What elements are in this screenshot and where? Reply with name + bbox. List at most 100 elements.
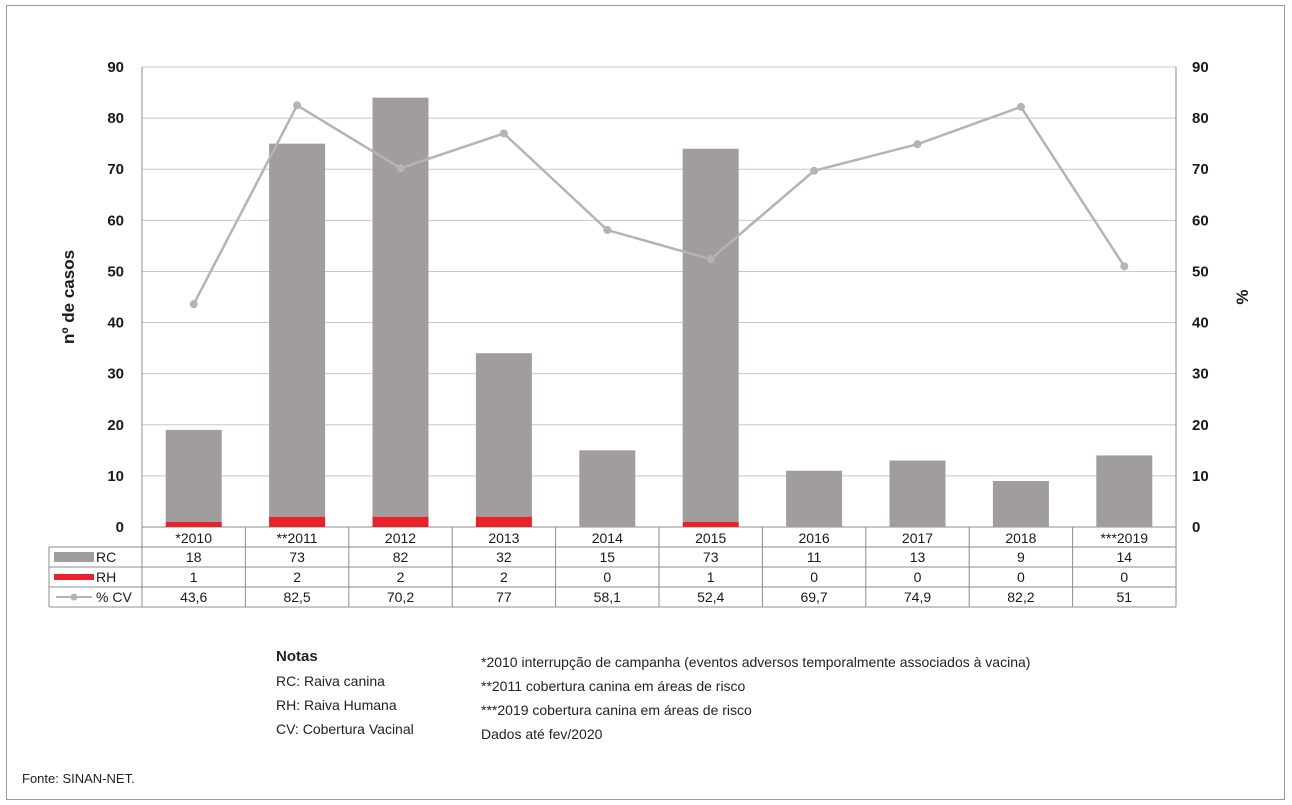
y-right-tick-label: 60 [1192, 212, 1209, 229]
source-note: Fonte: SINAN-NET. [22, 771, 135, 786]
data-label-rh: 0 [810, 569, 818, 585]
x-tick-label: 2015 [695, 530, 726, 546]
data-label-rh: 0 [914, 569, 922, 585]
bar-rc [269, 143, 326, 517]
point-cv [810, 166, 819, 175]
data-label-rc: 82 [393, 549, 409, 565]
footnote-2019: ***2019 cobertura canina em áreas de ris… [481, 702, 752, 718]
data-label-cv: 43,6 [180, 589, 207, 605]
data-label-rh: 2 [293, 569, 301, 585]
point-cv [293, 101, 302, 110]
data-label-rh: 2 [500, 569, 508, 585]
y-tick-label: 80 [107, 110, 124, 127]
line-cv [192, 103, 1126, 305]
data-label-rh: 1 [190, 569, 198, 585]
cases-coverage-chart: 01020304050607080900102030405060708090nº… [48, 59, 1252, 608]
y-right-tick-label: 90 [1192, 59, 1209, 76]
x-tick-label: 2018 [1005, 530, 1036, 546]
data-label-cv: 74,9 [904, 589, 931, 605]
y-tick-label: 60 [107, 212, 124, 229]
x-tick-label: *2010 [175, 530, 212, 546]
point-cv [706, 255, 715, 264]
legend-key-rc [54, 552, 94, 562]
data-table: *2010 **2011 2012 2013 2014 2015 2016 2017 2018 *… [48, 527, 1177, 608]
point-cv [1016, 102, 1025, 111]
y-tick-label: 0 [116, 519, 124, 536]
bar-rh [269, 516, 326, 527]
point-cv [396, 164, 405, 173]
bar-rc [889, 460, 946, 527]
bar-rc [786, 470, 843, 527]
y-tick-label: 10 [107, 468, 124, 485]
data-label-rc: 18 [186, 549, 202, 565]
point-cv [913, 140, 922, 149]
data-label-rh: 0 [1017, 569, 1025, 585]
bar-rc [165, 429, 222, 522]
data-label-cv: 51 [1117, 589, 1133, 605]
point-cv [1120, 262, 1129, 271]
bars [165, 97, 1153, 527]
y-right-axis-title: % [1233, 289, 1252, 304]
footnote-2011: **2011 cobertura canina em áreas de risc… [481, 678, 746, 694]
legend-label-rh: RH [96, 569, 116, 585]
data-label-rh: 0 [1120, 569, 1128, 585]
y-right-tick-label: 50 [1192, 263, 1209, 280]
data-label-cv: 58,1 [594, 589, 621, 605]
notes-title: Notas [276, 648, 318, 665]
x-tick-label: 2016 [799, 530, 830, 546]
data-label-rc: 11 [807, 549, 822, 565]
x-tick-label: 2017 [902, 530, 933, 546]
y-right-tick-label: 70 [1192, 161, 1209, 178]
data-label-rc: 73 [289, 549, 305, 565]
data-label-rc: 32 [496, 549, 512, 565]
data-label-rc: 73 [703, 549, 719, 565]
x-tick-label: ***2019 [1101, 530, 1149, 546]
notes-footnotes: *2010 interrupção de campanha (eventos a… [481, 650, 1030, 746]
data-label-cv: 69,7 [800, 589, 827, 605]
data-label-rh: 0 [603, 569, 611, 585]
y-right-tick-label: 20 [1192, 417, 1209, 434]
y-tick-label: 90 [107, 59, 124, 76]
bar-rc [475, 353, 532, 517]
note-rc: RC: Raiva canina [276, 673, 385, 689]
y-right-tick-label: 0 [1192, 519, 1200, 536]
y-axis-title: nº de casos [59, 250, 78, 344]
point-cv [499, 129, 508, 138]
axes: 0 10 20 30 40 50 60 70 80 90 0 10 20 30 40 50 60 70 80 90 nº… [59, 59, 1252, 536]
footnote-data-date: Dados até fev/2020 [481, 726, 603, 742]
bar-rh [475, 516, 532, 527]
y-tick-label: 20 [107, 417, 124, 434]
x-tick-label: **2011 [277, 530, 318, 546]
data-label-cv: 82,2 [1007, 589, 1034, 605]
x-tick-label: 2012 [385, 530, 416, 546]
note-cv: CV: Cobertura Vacinal [276, 721, 414, 737]
figure-frame [6, 5, 1285, 800]
data-label-rc: 15 [600, 549, 616, 565]
bar-rc [1096, 455, 1153, 527]
data-label-rc: 14 [1117, 549, 1133, 565]
y-tick-label: 30 [107, 366, 124, 383]
legend-key-cv-point [70, 593, 78, 601]
data-label-rh: 2 [397, 569, 405, 585]
x-tick-label: 2013 [488, 530, 519, 546]
y-tick-label: 40 [107, 315, 124, 332]
bar-rh [165, 521, 222, 527]
data-label-cv: 82,5 [283, 589, 310, 605]
bar-rh [372, 516, 429, 527]
notes-legend: Notas RC: Raiva canina RH: Raiva Humana … [276, 645, 414, 741]
coverage-line [189, 101, 1129, 309]
x-tick-label: 2014 [592, 530, 623, 546]
legend-label-cv: % CV [96, 589, 132, 605]
data-label-cv: 70,2 [387, 589, 414, 605]
note-rh: RH: Raiva Humana [276, 697, 397, 713]
bar-rc [682, 148, 739, 522]
data-label-cv: 52,4 [697, 589, 724, 605]
point-cv [189, 300, 198, 309]
data-label-cv: 77 [496, 589, 512, 605]
y-right-tick-label: 40 [1192, 315, 1209, 332]
legend-label-rc: RC [96, 549, 116, 565]
legend-key-rh [54, 574, 94, 580]
point-cv [603, 226, 612, 235]
y-tick-label: 70 [107, 161, 124, 178]
bar-rc [579, 450, 636, 527]
